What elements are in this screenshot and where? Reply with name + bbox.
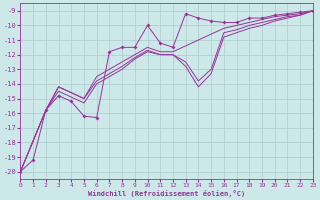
X-axis label: Windchill (Refroidissement éolien,°C): Windchill (Refroidissement éolien,°C) bbox=[88, 190, 245, 197]
